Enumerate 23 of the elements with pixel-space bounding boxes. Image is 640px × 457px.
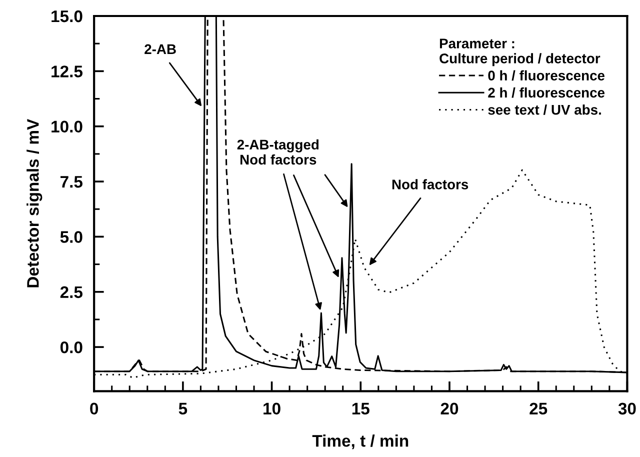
- y-tick-label: 12.5: [52, 66, 83, 78]
- annotation: 2-AB: [144, 44, 176, 54]
- y-tick-label: 15.0: [52, 10, 82, 22]
- x-tick-label: 25: [530, 402, 548, 415]
- x-tick-label: 0: [90, 402, 98, 415]
- legend-label: 0 h / fluorescence: [488, 70, 605, 81]
- x-tick-label: 5: [178, 402, 188, 415]
- legend-label: 2 h / fluorescence: [488, 87, 605, 98]
- y-tick-label: 10.0: [52, 120, 82, 133]
- y-tick-label: 0.0: [60, 341, 82, 354]
- x-tick-label: 30: [618, 402, 636, 415]
- x-axis-title: Time, t / min: [312, 434, 408, 450]
- y-tick-label: 5.0: [60, 231, 82, 243]
- y-tick-label: 7.5: [60, 176, 83, 188]
- legend-title: Parameter : Culture period / detector: [440, 38, 600, 66]
- x-tick-label: 20: [440, 402, 458, 415]
- legend-label: see text / UV abs.: [488, 104, 601, 115]
- x-tick-label: 10: [264, 402, 280, 415]
- annotation: Nod factors: [392, 179, 468, 190]
- x-tick-label: 15: [352, 402, 370, 415]
- annotation: 2-AB-tagged Nod factors: [237, 139, 318, 165]
- y-axis-title: Detector signals / mV: [26, 118, 42, 288]
- y-tick-label: 2.5: [60, 286, 83, 298]
